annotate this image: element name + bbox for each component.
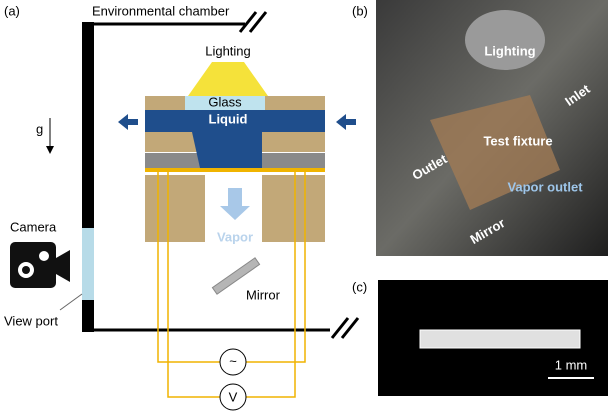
fixture-block [145,175,205,242]
photo-vapor-outlet-label: Vapor outlet [507,179,583,194]
ac-source-label: ~ [229,353,237,368]
glass-label: Glass [208,94,242,109]
fixture-block [265,96,325,110]
figure: (a) Environmental chamber g Camera View … [0,0,608,412]
view-port-leader [60,294,82,310]
flow-arrow [118,114,138,130]
flow-arrow [336,114,356,130]
liquid-reservoir [192,132,262,168]
view-port-label: View port [4,313,58,328]
view-port [82,228,94,300]
vapor-arrow [220,188,250,220]
fixture-block [262,175,325,242]
panel-label: (b) [352,3,368,18]
mirror-label: Mirror [246,287,281,302]
lamp-photo [465,10,545,70]
photo-lighting-label: Lighting [484,43,535,58]
fixture-block [145,96,185,110]
light-cone [188,62,268,96]
lighting-label: Lighting [205,43,251,58]
voltmeter-label: V [229,389,238,404]
gravity-label: g [36,121,43,136]
chamber-label: Environmental chamber [92,3,230,18]
bright-stripe [420,330,580,348]
camera-label: Camera [10,219,57,234]
scale-label: 1 mm [555,357,588,372]
panel-label: (a) [4,3,20,18]
photo-fixture-label: Test fixture [483,133,552,148]
gravity-arrowhead [46,146,54,154]
camera-icon [10,242,70,288]
liquid-label: Liquid [209,111,248,126]
panel-label: (c) [352,279,367,294]
heater [145,168,325,172]
vapor-label: Vapor [217,229,253,244]
